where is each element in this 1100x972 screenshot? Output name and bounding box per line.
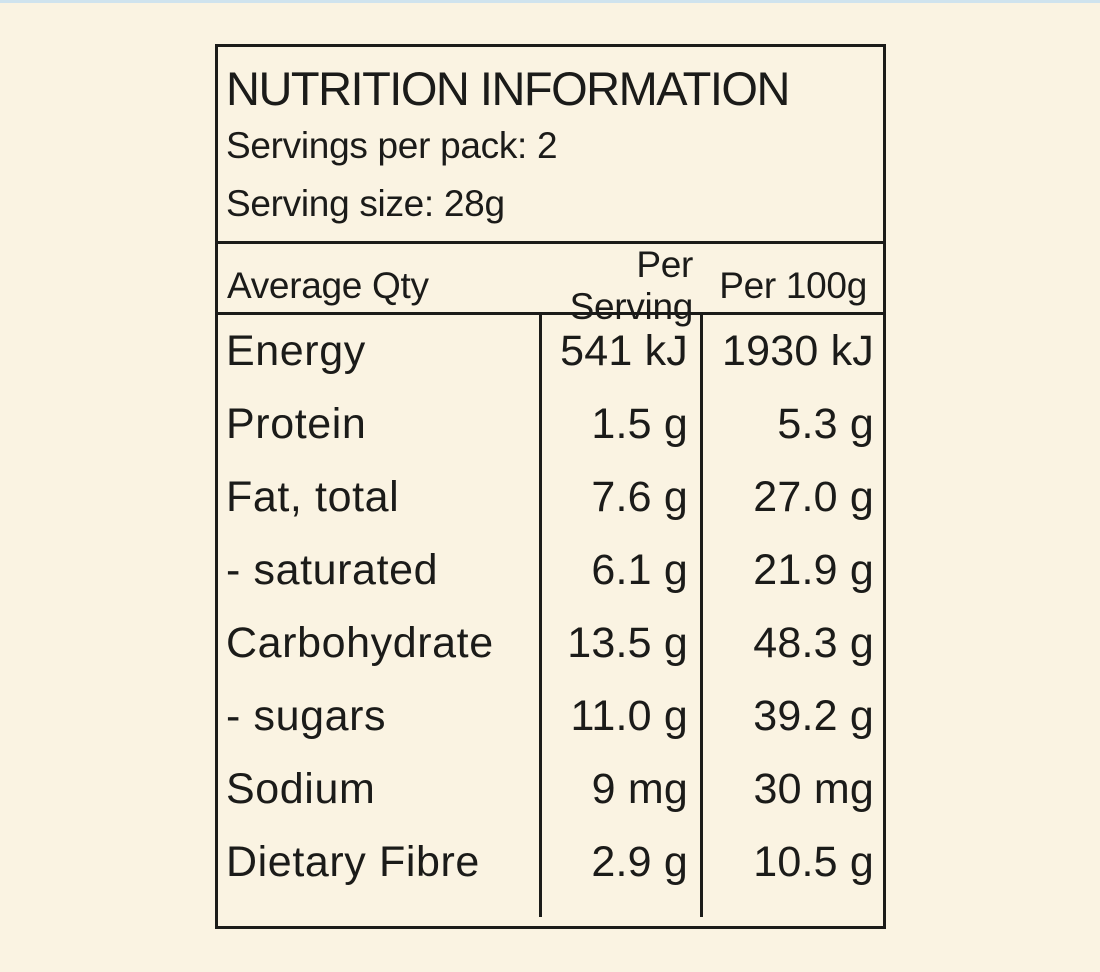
nutrition-panel: NUTRITION INFORMATION Servings per pack:…: [215, 44, 886, 929]
nutrition-title: NUTRITION INFORMATION: [226, 62, 790, 115]
nutrient-value: 7.6 g: [591, 473, 688, 521]
nutrient-name-column: Energy Protein Fat, total - saturated Carboh…: [218, 315, 539, 917]
nutrition-body: Energy Protein Fat, total - saturated Carboh…: [218, 315, 883, 917]
column-header-per-100g: Per 100g: [719, 265, 867, 306]
nutrient-value: 21.9 g: [753, 546, 874, 594]
nutrient-name: Carbohydrate: [226, 619, 494, 667]
serving-size-text: Serving size: 28g: [226, 183, 505, 224]
nutrient-name: Energy: [226, 327, 366, 375]
nutrient-value: 39.2 g: [753, 692, 874, 740]
nutrient-value: 13.5 g: [567, 619, 688, 667]
nutrition-intro-section: NUTRITION INFORMATION Servings per pack:…: [218, 47, 883, 244]
nutrient-value: 48.3 g: [753, 619, 874, 667]
nutrient-value: 6.1 g: [591, 546, 688, 594]
nutrient-name: Fat, total: [226, 473, 400, 521]
table-header-row: Average Qty Per Serving Per 100g: [218, 244, 883, 327]
per-serving-column: 541 kJ 1.5 g 7.6 g 6.1 g 13.5 g 11.0 g 9 mg 2.9…: [539, 315, 700, 917]
nutrient-value: 5.3 g: [777, 400, 874, 448]
nutrient-value: 11.0 g: [570, 692, 688, 740]
nutrient-name: - saturated: [226, 546, 439, 594]
nutrient-value: 30 mg: [753, 765, 874, 813]
nutrient-value: 27.0 g: [753, 473, 874, 521]
nutrient-value: 1930 kJ: [721, 327, 874, 375]
nutrient-name: - sugars: [226, 692, 387, 740]
nutrient-value: 2.9 g: [591, 838, 688, 886]
servings-per-pack-text: Servings per pack: 2: [226, 125, 558, 166]
column-header-per-serving: Per Serving: [569, 244, 694, 327]
nutrient-value: 541 kJ: [560, 327, 688, 375]
nutrient-value: 1.5 g: [591, 400, 688, 448]
nutrient-name: Dietary Fibre: [226, 838, 480, 886]
top-edge-strip: [0, 0, 1100, 3]
column-header-average-qty: Average Qty: [227, 265, 429, 306]
nutrient-value: 9 mg: [591, 765, 688, 813]
nutrient-name: Sodium: [226, 765, 376, 813]
nutrient-name: Protein: [226, 400, 367, 448]
nutrient-value: 10.5 g: [753, 838, 874, 886]
per-100g-column: 1930 kJ 5.3 g 27.0 g 21.9 g 48.3 g 39.2 g 30 m…: [700, 315, 883, 917]
